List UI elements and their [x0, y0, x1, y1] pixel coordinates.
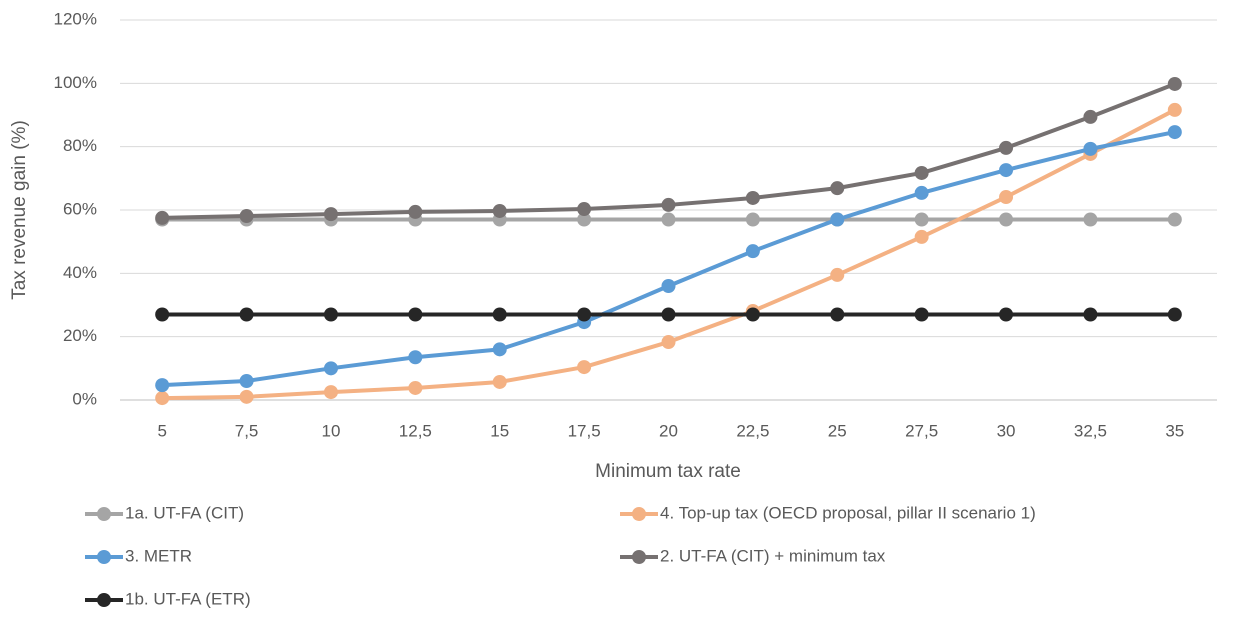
- data-point: [830, 212, 845, 227]
- data-point: [661, 197, 676, 212]
- data-point: [1167, 212, 1182, 227]
- y-tick-label: 40%: [63, 263, 97, 282]
- data-point: [492, 307, 507, 322]
- x-tick-label: 10: [322, 421, 341, 440]
- series-line: [162, 108, 1176, 401]
- data-point: [1167, 125, 1182, 140]
- data-point: [1083, 141, 1098, 156]
- data-point: [577, 202, 592, 217]
- data-point: [661, 335, 676, 350]
- data-point: [914, 212, 929, 227]
- y-tick-label: 0%: [72, 389, 97, 408]
- data-point: [577, 360, 592, 375]
- data-point: [155, 378, 170, 393]
- x-tick-label: 30: [997, 421, 1016, 440]
- data-point: [999, 140, 1014, 155]
- legend-label: 3. METR: [125, 546, 192, 565]
- x-axis-title: Minimum tax rate: [595, 461, 741, 482]
- data-point: [408, 380, 423, 395]
- data-point: [577, 212, 592, 227]
- data-point: [914, 165, 929, 180]
- data-point: [830, 307, 845, 322]
- x-tick-label: 35: [1165, 421, 1184, 440]
- data-point: [661, 212, 676, 227]
- data-point: [239, 209, 254, 224]
- y-tick-label: 100%: [54, 73, 97, 92]
- data-point: [155, 307, 170, 322]
- data-point: [914, 307, 929, 322]
- x-tick-label: 32,5: [1074, 421, 1107, 440]
- x-tick-label: 7,5: [235, 421, 259, 440]
- data-point: [492, 374, 507, 389]
- data-point: [323, 307, 338, 322]
- x-tick-label: 15: [490, 421, 509, 440]
- legend-label: 1a. UT-FA (CIT): [125, 503, 244, 522]
- data-point: [661, 307, 676, 322]
- x-tick-label: 20: [659, 421, 678, 440]
- data-point: [1083, 307, 1098, 322]
- data-point: [914, 185, 929, 200]
- data-point: [1167, 102, 1182, 117]
- data-point: [239, 307, 254, 322]
- legend-marker: [632, 507, 646, 521]
- data-point: [408, 204, 423, 219]
- data-point: [1083, 212, 1098, 227]
- legend-marker: [97, 507, 111, 521]
- y-tick-label: 120%: [54, 9, 97, 28]
- data-point: [999, 307, 1014, 322]
- data-point: [999, 212, 1014, 227]
- data-point: [408, 350, 423, 365]
- data-point: [492, 342, 507, 357]
- data-point: [155, 210, 170, 225]
- y-tick-label: 80%: [63, 136, 97, 155]
- data-point: [239, 389, 254, 404]
- legend-marker: [97, 593, 111, 607]
- series-line: [162, 82, 1176, 220]
- y-tick-label: 60%: [63, 199, 97, 218]
- legend-label: 2. UT-FA (CIT) + minimum tax: [660, 546, 886, 565]
- y-tick-label: 20%: [63, 326, 97, 345]
- data-point: [323, 361, 338, 376]
- x-tick-label: 5: [157, 421, 166, 440]
- data-point: [408, 307, 423, 322]
- x-tick-label: 25: [828, 421, 847, 440]
- data-point: [999, 163, 1014, 178]
- data-point: [999, 190, 1014, 205]
- x-tick-label: 17,5: [568, 421, 601, 440]
- x-tick-label: 12,5: [399, 421, 432, 440]
- x-tick-label: 27,5: [905, 421, 938, 440]
- data-point: [323, 207, 338, 222]
- data-point: [1167, 76, 1182, 91]
- data-point: [830, 267, 845, 282]
- data-point: [239, 374, 254, 388]
- legend-label: 1b. UT-FA (ETR): [125, 589, 251, 608]
- legend-label: 4. Top-up tax (OECD proposal, pillar II …: [660, 503, 1036, 522]
- data-point: [745, 212, 760, 227]
- data-point: [323, 385, 338, 400]
- data-point: [155, 391, 170, 406]
- data-point: [745, 244, 760, 259]
- legend-marker: [632, 550, 646, 564]
- legend-marker: [97, 550, 111, 564]
- data-point: [1083, 109, 1098, 124]
- data-point: [830, 181, 845, 196]
- data-point: [661, 279, 676, 293]
- y-axis-title: Tax revenue gain (%): [9, 120, 30, 300]
- data-point: [492, 203, 507, 218]
- data-point: [745, 307, 760, 322]
- data-point: [1167, 307, 1182, 322]
- data-point: [914, 229, 929, 244]
- data-point: [745, 190, 760, 205]
- data-point: [577, 307, 592, 322]
- x-tick-label: 22,5: [736, 421, 769, 440]
